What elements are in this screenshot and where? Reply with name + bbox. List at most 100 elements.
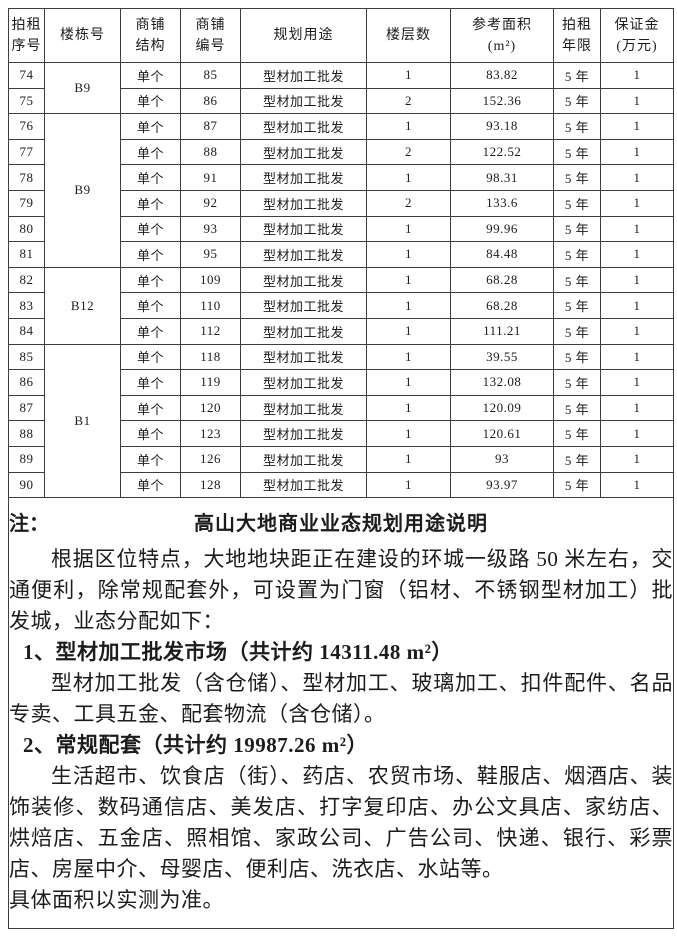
cell-floors: 1 (366, 343, 451, 371)
cell-use: 型材加工批发 (240, 113, 367, 140)
notes-blocks: 根据区位特点，大地地块距正在建设的环城一级路 50 米左右，交通便利，除常规配套… (10, 544, 673, 916)
table-body: 74 B9 单个 85 型材加工批发 1 83.82 5 年 1 75 单个 86 型材加工批发 2 152… (8, 61, 674, 499)
notes-title-row: 注： 高山大地商业业态规划用途说明 (9, 510, 673, 539)
cell-shop_no: 93 (180, 215, 241, 243)
cell-term: 5 年 (553, 62, 601, 89)
cell-area: 68.28 (450, 266, 554, 294)
cell-floors: 1 (366, 62, 451, 89)
cell-area: 152.36 (450, 87, 554, 115)
cell-use: 型材加工批发 (240, 241, 367, 268)
cell-deposit: 1 (600, 113, 674, 140)
cell-area: 83.82 (450, 62, 554, 89)
cell-seq: 87 (8, 394, 45, 422)
cell-floors: 1 (366, 420, 451, 447)
cell-term: 5 年 (553, 164, 601, 191)
cell-shop_no: 95 (180, 241, 241, 268)
cell-area: 120.09 (450, 394, 554, 422)
cell-shop_no: 126 (180, 445, 241, 473)
cell-floors: 1 (366, 471, 451, 499)
cell-use: 型材加工批发 (240, 138, 367, 166)
cell-structure: 单个 (120, 87, 181, 115)
cell-area: 133.6 (450, 189, 554, 217)
cell-seq: 80 (8, 215, 45, 243)
cell-seq: 90 (8, 471, 45, 499)
cell-term: 5 年 (553, 113, 601, 140)
cell-deposit: 1 (600, 87, 674, 115)
cell-structure: 单个 (120, 138, 181, 166)
cell-structure: 单个 (120, 394, 181, 422)
column-header-floors: 楼层数 (366, 8, 451, 63)
column-header-area: 参考面积 (m²) (450, 8, 554, 63)
cell-structure: 单个 (120, 215, 181, 243)
cell-shop_no: 118 (180, 343, 241, 371)
cell-deposit: 1 (600, 317, 674, 345)
header-row: 拍租 序号 楼栋号 商铺 结构 商铺 编号 规划用途 楼层数 参考面积 (m²) 拍租 年限 保证金 (万元… (8, 8, 674, 63)
cell-structure: 单个 (120, 420, 181, 447)
cell-term: 5 年 (553, 266, 601, 294)
cell-floors: 1 (366, 113, 451, 140)
cell-area: 111.21 (450, 317, 554, 345)
cell-area: 93.97 (450, 471, 554, 499)
cell-shop_no: 85 (180, 62, 241, 89)
cell-deposit: 1 (600, 369, 674, 396)
cell-floors: 1 (366, 241, 451, 268)
column-header-seq: 拍租 序号 (8, 8, 45, 63)
column-header-use: 规划用途 (240, 8, 367, 63)
cell-term: 5 年 (553, 292, 601, 319)
cell-term: 5 年 (553, 369, 601, 396)
cell-deposit: 1 (600, 471, 674, 499)
cell-floors: 1 (366, 317, 451, 345)
cell-floors: 2 (366, 138, 451, 166)
cell-term: 5 年 (553, 189, 601, 217)
cell-shop_no: 112 (180, 317, 241, 345)
rental-lots-table: 拍租 序号 楼栋号 商铺 结构 商铺 编号 规划用途 楼层数 参考面积 (m²) 拍租 年限 保证金 (万元… (8, 8, 674, 930)
cell-seq: 88 (8, 420, 45, 447)
cell-floors: 1 (366, 445, 451, 473)
cell-area: 93 (450, 445, 554, 473)
cell-deposit: 1 (600, 292, 674, 319)
cell-deposit: 1 (600, 241, 674, 268)
cell-structure: 单个 (120, 317, 181, 345)
cell-seq: 75 (8, 87, 45, 115)
cell-deposit: 1 (600, 343, 674, 371)
cell-seq: 82 (8, 266, 45, 294)
cell-area: 84.48 (450, 241, 554, 268)
cell-structure: 单个 (120, 445, 181, 473)
cell-shop_no: 88 (180, 138, 241, 166)
cell-deposit: 1 (600, 394, 674, 422)
cell-use: 型材加工批发 (240, 292, 367, 319)
cell-seq: 84 (8, 317, 45, 345)
cell-seq: 79 (8, 189, 45, 217)
cell-seq: 74 (8, 62, 45, 89)
table-header: 拍租 序号 楼栋号 商铺 结构 商铺 编号 规划用途 楼层数 参考面积 (m²) 拍租 年限 保证金 (万元… (8, 8, 674, 63)
cell-use: 型材加工批发 (240, 445, 367, 473)
cell-shop_no: 119 (180, 369, 241, 396)
cell-shop_no: 120 (180, 394, 241, 422)
column-header-term: 拍租 年限 (553, 8, 601, 63)
cell-use: 型材加工批发 (240, 317, 367, 345)
column-header-structure: 商铺 结构 (120, 8, 181, 63)
cell-seq: 85 (8, 343, 45, 371)
cell-seq: 81 (8, 241, 45, 268)
cell-building: B9 (44, 61, 121, 115)
cell-use: 型材加工批发 (240, 394, 367, 422)
cell-shop_no: 91 (180, 164, 241, 191)
column-header-shop_no: 商铺 编号 (180, 8, 241, 63)
cell-floors: 2 (366, 189, 451, 217)
notes-label: 注： (9, 513, 50, 536)
cell-use: 型材加工批发 (240, 343, 367, 371)
cell-use: 型材加工批发 (240, 62, 367, 89)
notes-heading: 1、型材加工批发市场（共计约 14311.48 m²） (23, 640, 453, 665)
cell-use: 型材加工批发 (240, 87, 367, 115)
cell-floors: 1 (366, 215, 451, 243)
cell-structure: 单个 (120, 62, 181, 89)
cell-area: 132.08 (450, 369, 554, 396)
cell-floors: 1 (366, 266, 451, 294)
cell-area: 39.55 (450, 343, 554, 371)
